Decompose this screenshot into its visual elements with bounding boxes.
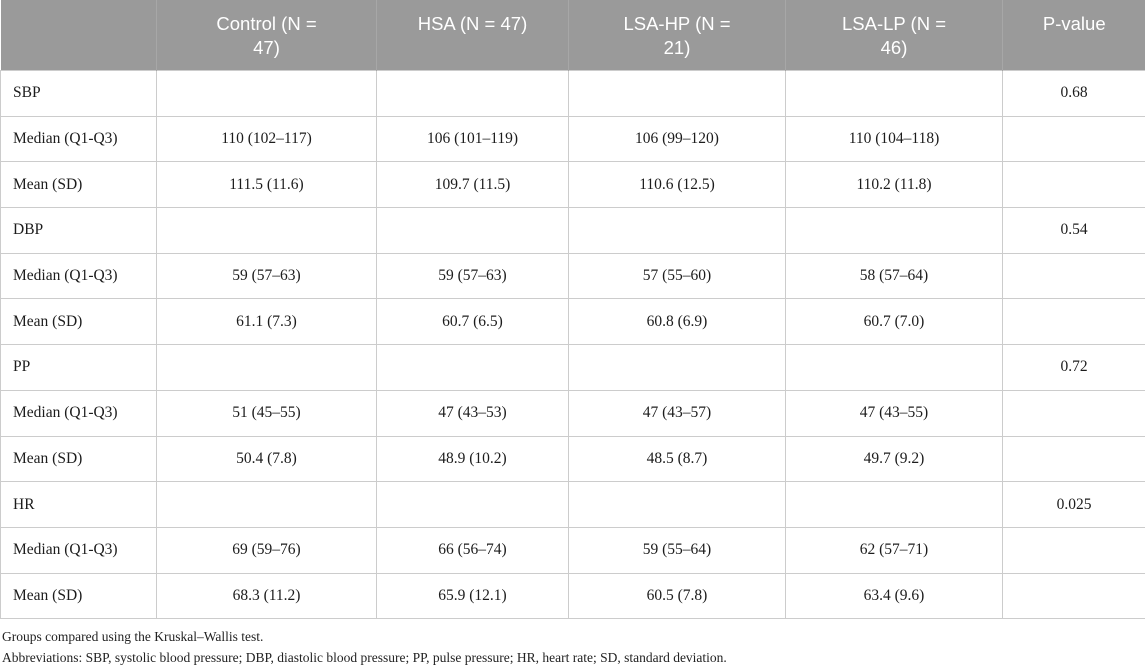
p-value-cell: 0.54 (1003, 208, 1145, 254)
cell-value: 69 (59–76) (157, 527, 377, 573)
cell-value (377, 208, 569, 254)
table-row-dbp-median: Median (Q1-Q3) 59 (57–63) 59 (57–63) 57 … (1, 253, 1145, 299)
row-label: PP (1, 345, 157, 391)
column-header-lsa-lp: LSA-LP (N = 46) (786, 0, 1003, 71)
cell-value: 110.6 (12.5) (569, 162, 786, 208)
p-value-cell (1003, 390, 1145, 436)
column-header-empty (1, 0, 157, 71)
table-row-sbp: SBP 0.68 (1, 71, 1145, 117)
cell-value (569, 345, 786, 391)
p-value-cell (1003, 162, 1145, 208)
cell-value: 110.2 (11.8) (786, 162, 1003, 208)
table-row-hr-mean: Mean (SD) 68.3 (11.2) 65.9 (12.1) 60.5 (… (1, 573, 1145, 619)
cell-value: 47 (43–55) (786, 390, 1003, 436)
cell-value (377, 345, 569, 391)
cell-value (569, 71, 786, 117)
column-header-p-value: P-value (1003, 0, 1145, 71)
table-row-hr: HR 0.025 (1, 482, 1145, 528)
cell-value: 61.1 (7.3) (157, 299, 377, 345)
table-row-pp: PP 0.72 (1, 345, 1145, 391)
cell-value (569, 208, 786, 254)
cell-value: 66 (56–74) (377, 527, 569, 573)
p-value-cell (1003, 116, 1145, 162)
cell-value: 110 (102–117) (157, 116, 377, 162)
cell-value (157, 345, 377, 391)
row-label: Mean (SD) (1, 299, 157, 345)
row-label: Mean (SD) (1, 573, 157, 619)
cell-value (157, 71, 377, 117)
cell-value (786, 345, 1003, 391)
cell-value: 48.5 (8.7) (569, 436, 786, 482)
cell-value: 60.5 (7.8) (569, 573, 786, 619)
cell-value: 109.7 (11.5) (377, 162, 569, 208)
row-label: DBP (1, 208, 157, 254)
p-value-cell: 0.72 (1003, 345, 1145, 391)
table-row-dbp: DBP 0.54 (1, 208, 1145, 254)
column-header-hsa: HSA (N = 47) (377, 0, 569, 71)
cell-value (786, 482, 1003, 528)
row-label: Median (Q1-Q3) (1, 116, 157, 162)
cell-value (786, 71, 1003, 117)
cell-value (786, 208, 1003, 254)
p-value-cell (1003, 299, 1145, 345)
footnote-kruskal: Groups compared using the Kruskal–Wallis… (2, 626, 1145, 647)
p-value-cell (1003, 253, 1145, 299)
p-value-cell (1003, 527, 1145, 573)
cell-value: 110 (104–118) (786, 116, 1003, 162)
cell-value: 63.4 (9.6) (786, 573, 1003, 619)
cell-value: 50.4 (7.8) (157, 436, 377, 482)
cell-value: 48.9 (10.2) (377, 436, 569, 482)
cell-value: 58 (57–64) (786, 253, 1003, 299)
table-row-pp-median: Median (Q1-Q3) 51 (45–55) 47 (43–53) 47 … (1, 390, 1145, 436)
cell-value: 106 (99–120) (569, 116, 786, 162)
cell-value: 47 (43–53) (377, 390, 569, 436)
cell-value: 47 (43–57) (569, 390, 786, 436)
cell-value: 51 (45–55) (157, 390, 377, 436)
cell-value: 59 (57–63) (377, 253, 569, 299)
cell-value (569, 482, 786, 528)
cell-value: 111.5 (11.6) (157, 162, 377, 208)
p-value-cell (1003, 573, 1145, 619)
cell-value: 59 (55–64) (569, 527, 786, 573)
cell-value (377, 482, 569, 528)
cell-value: 65.9 (12.1) (377, 573, 569, 619)
cell-value (157, 482, 377, 528)
cell-value: 49.7 (9.2) (786, 436, 1003, 482)
row-label: Median (Q1-Q3) (1, 390, 157, 436)
row-label: SBP (1, 71, 157, 117)
cell-value: 62 (57–71) (786, 527, 1003, 573)
cell-value: 57 (55–60) (569, 253, 786, 299)
cell-value (377, 71, 569, 117)
p-value-cell: 0.68 (1003, 71, 1145, 117)
table-footnotes: Groups compared using the Kruskal–Wallis… (2, 626, 1145, 668)
table-row-hr-median: Median (Q1-Q3) 69 (59–76) 66 (56–74) 59 … (1, 527, 1145, 573)
row-label: HR (1, 482, 157, 528)
cell-value: 68.3 (11.2) (157, 573, 377, 619)
row-label: Median (Q1-Q3) (1, 527, 157, 573)
cell-value: 59 (57–63) (157, 253, 377, 299)
table-row-pp-mean: Mean (SD) 50.4 (7.8) 48.9 (10.2) 48.5 (8… (1, 436, 1145, 482)
row-label: Mean (SD) (1, 436, 157, 482)
p-value-cell (1003, 436, 1145, 482)
row-label: Median (Q1-Q3) (1, 253, 157, 299)
column-header-control: Control (N = 47) (157, 0, 377, 71)
cell-value: 60.8 (6.9) (569, 299, 786, 345)
column-header-lsa-hp: LSA-HP (N = 21) (569, 0, 786, 71)
row-label: Mean (SD) (1, 162, 157, 208)
cell-value: 60.7 (6.5) (377, 299, 569, 345)
table-header-row: Control (N = 47) HSA (N = 47) LSA-HP (N … (1, 0, 1145, 71)
p-value-cell: 0.025 (1003, 482, 1145, 528)
table-row-sbp-mean: Mean (SD) 111.5 (11.6) 109.7 (11.5) 110.… (1, 162, 1145, 208)
table-row-dbp-mean: Mean (SD) 61.1 (7.3) 60.7 (6.5) 60.8 (6.… (1, 299, 1145, 345)
cell-value (157, 208, 377, 254)
table-row-sbp-median: Median (Q1-Q3) 110 (102–117) 106 (101–11… (1, 116, 1145, 162)
cell-value: 106 (101–119) (377, 116, 569, 162)
stats-table: Control (N = 47) HSA (N = 47) LSA-HP (N … (0, 0, 1145, 619)
cell-value: 60.7 (7.0) (786, 299, 1003, 345)
